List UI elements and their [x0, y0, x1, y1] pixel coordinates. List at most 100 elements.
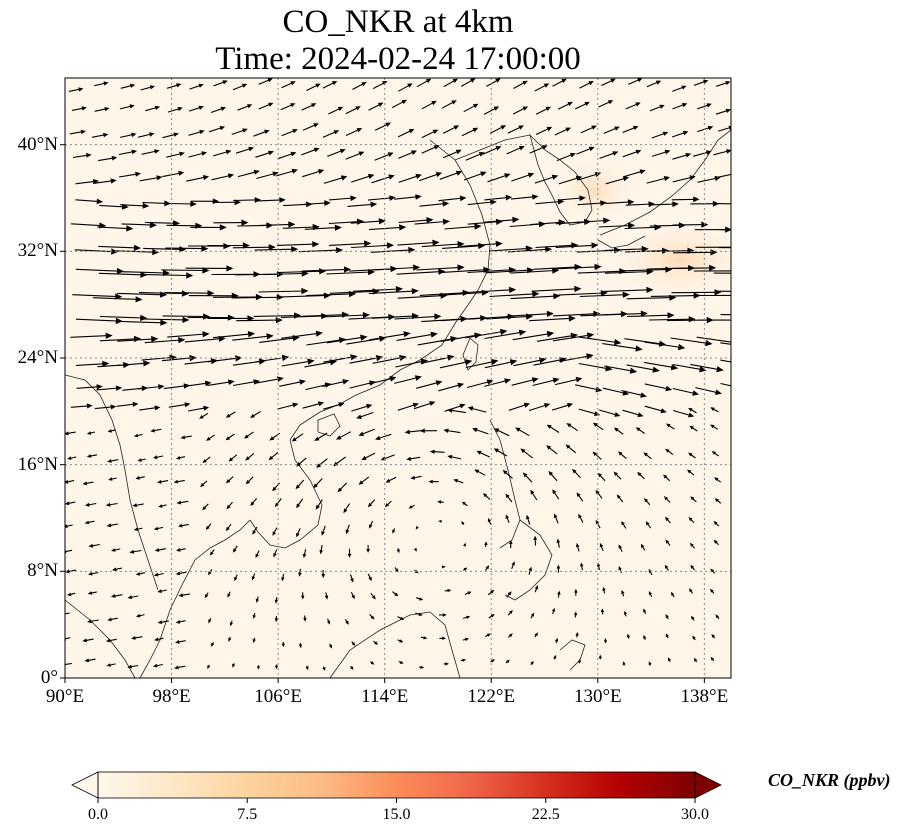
wind-vector	[371, 174, 395, 184]
wind-vector	[145, 105, 161, 112]
wind-vector	[200, 480, 208, 488]
wind-vector	[510, 293, 561, 300]
wind-vector	[715, 108, 731, 115]
wind-vector	[438, 195, 467, 202]
wind-vector	[671, 289, 722, 296]
wind-vector	[105, 638, 117, 643]
wind-vector	[714, 477, 722, 483]
wind-vector	[697, 125, 714, 133]
wind-vector	[343, 503, 350, 514]
map-frame	[64, 77, 732, 679]
wind-vector	[67, 592, 76, 597]
wind-vector	[107, 429, 116, 433]
wind-vector	[154, 637, 164, 642]
wind-vector	[605, 199, 635, 205]
wind-vector	[461, 501, 468, 507]
wind-vector	[199, 412, 209, 419]
wind-vector	[373, 640, 379, 645]
wind-vector	[637, 471, 645, 480]
wind-vector	[710, 407, 719, 413]
wind-vector	[274, 664, 279, 670]
colorbar-label: CO_NKR (ppbv)	[768, 770, 891, 790]
wind-vector	[461, 521, 465, 525]
wind-vector	[208, 617, 212, 624]
wind-vector	[579, 81, 594, 89]
wind-vector	[616, 494, 624, 503]
wind-vector	[208, 126, 226, 133]
wind-vector	[350, 218, 386, 225]
wind-vector	[75, 317, 123, 325]
wind-vector	[153, 572, 164, 577]
wind-vector	[484, 541, 488, 547]
wind-vector	[245, 452, 255, 461]
wind-vector	[421, 145, 440, 154]
wind-vector	[622, 409, 644, 418]
wind-vector	[556, 564, 561, 573]
wind-vector	[391, 99, 407, 109]
wind-vector	[385, 476, 397, 483]
wind-vector	[323, 354, 358, 363]
wind-vector	[580, 562, 584, 571]
wind-vector	[604, 245, 649, 253]
wind-vector	[489, 125, 507, 134]
wind-vector	[257, 665, 261, 670]
wind-vector	[483, 493, 491, 500]
wind-vector	[398, 150, 417, 159]
wind-vector	[529, 145, 548, 154]
wind-vector	[138, 132, 155, 138]
wind-vector	[70, 403, 93, 409]
wind-vector	[626, 633, 631, 639]
wind-vector	[398, 660, 404, 664]
wind-vector	[232, 244, 276, 251]
wind-vector	[133, 527, 143, 531]
wind-vector	[522, 472, 533, 483]
wind-vector	[646, 176, 671, 184]
wind-vector	[87, 591, 97, 595]
wind-vector	[345, 106, 361, 115]
wind-vector	[462, 567, 468, 571]
wind-vector	[463, 103, 479, 113]
wind-vector	[250, 411, 261, 418]
wind-vector	[613, 471, 622, 480]
wind-vector	[280, 292, 331, 299]
wind-vector	[347, 201, 378, 208]
wind-vector	[667, 657, 671, 662]
wind-vector	[552, 78, 567, 87]
wind-vector	[225, 476, 234, 484]
wind-vector	[575, 632, 579, 638]
wind-vector	[690, 496, 697, 503]
wind-vector	[447, 454, 462, 460]
wind-vector	[534, 632, 538, 638]
wind-vector	[306, 83, 321, 91]
wind-vector	[91, 132, 109, 138]
wind-vector	[274, 498, 282, 508]
wind-vector	[94, 81, 109, 87]
wind-vector	[133, 433, 143, 438]
wind-vector	[643, 608, 647, 615]
wind-vector	[621, 589, 625, 597]
wind-vector	[438, 382, 465, 392]
wind-vector	[533, 263, 582, 271]
wind-vector	[135, 572, 146, 576]
wind-vector	[296, 457, 307, 467]
wind-vector	[413, 547, 417, 552]
wind-vector	[368, 288, 419, 295]
wind-vector	[626, 364, 660, 373]
wind-vector	[136, 613, 145, 618]
wind-vector	[531, 285, 582, 293]
wind-vector	[598, 222, 636, 229]
wind-vector	[129, 549, 142, 554]
wind-vector	[65, 612, 70, 615]
wind-vector	[153, 455, 164, 460]
wind-vector	[406, 456, 421, 461]
lon-tick-label: 114°E	[361, 686, 409, 707]
wind-vector	[162, 313, 211, 320]
chart-title: CO_NKR at 4km	[282, 4, 514, 40]
wind-vector	[553, 654, 557, 660]
wind-vector	[511, 172, 535, 182]
wind-vector	[213, 219, 249, 226]
wind-vector	[233, 197, 262, 203]
wind-vector	[461, 127, 479, 137]
wind-vector	[188, 405, 210, 412]
wind-vector	[665, 539, 671, 546]
